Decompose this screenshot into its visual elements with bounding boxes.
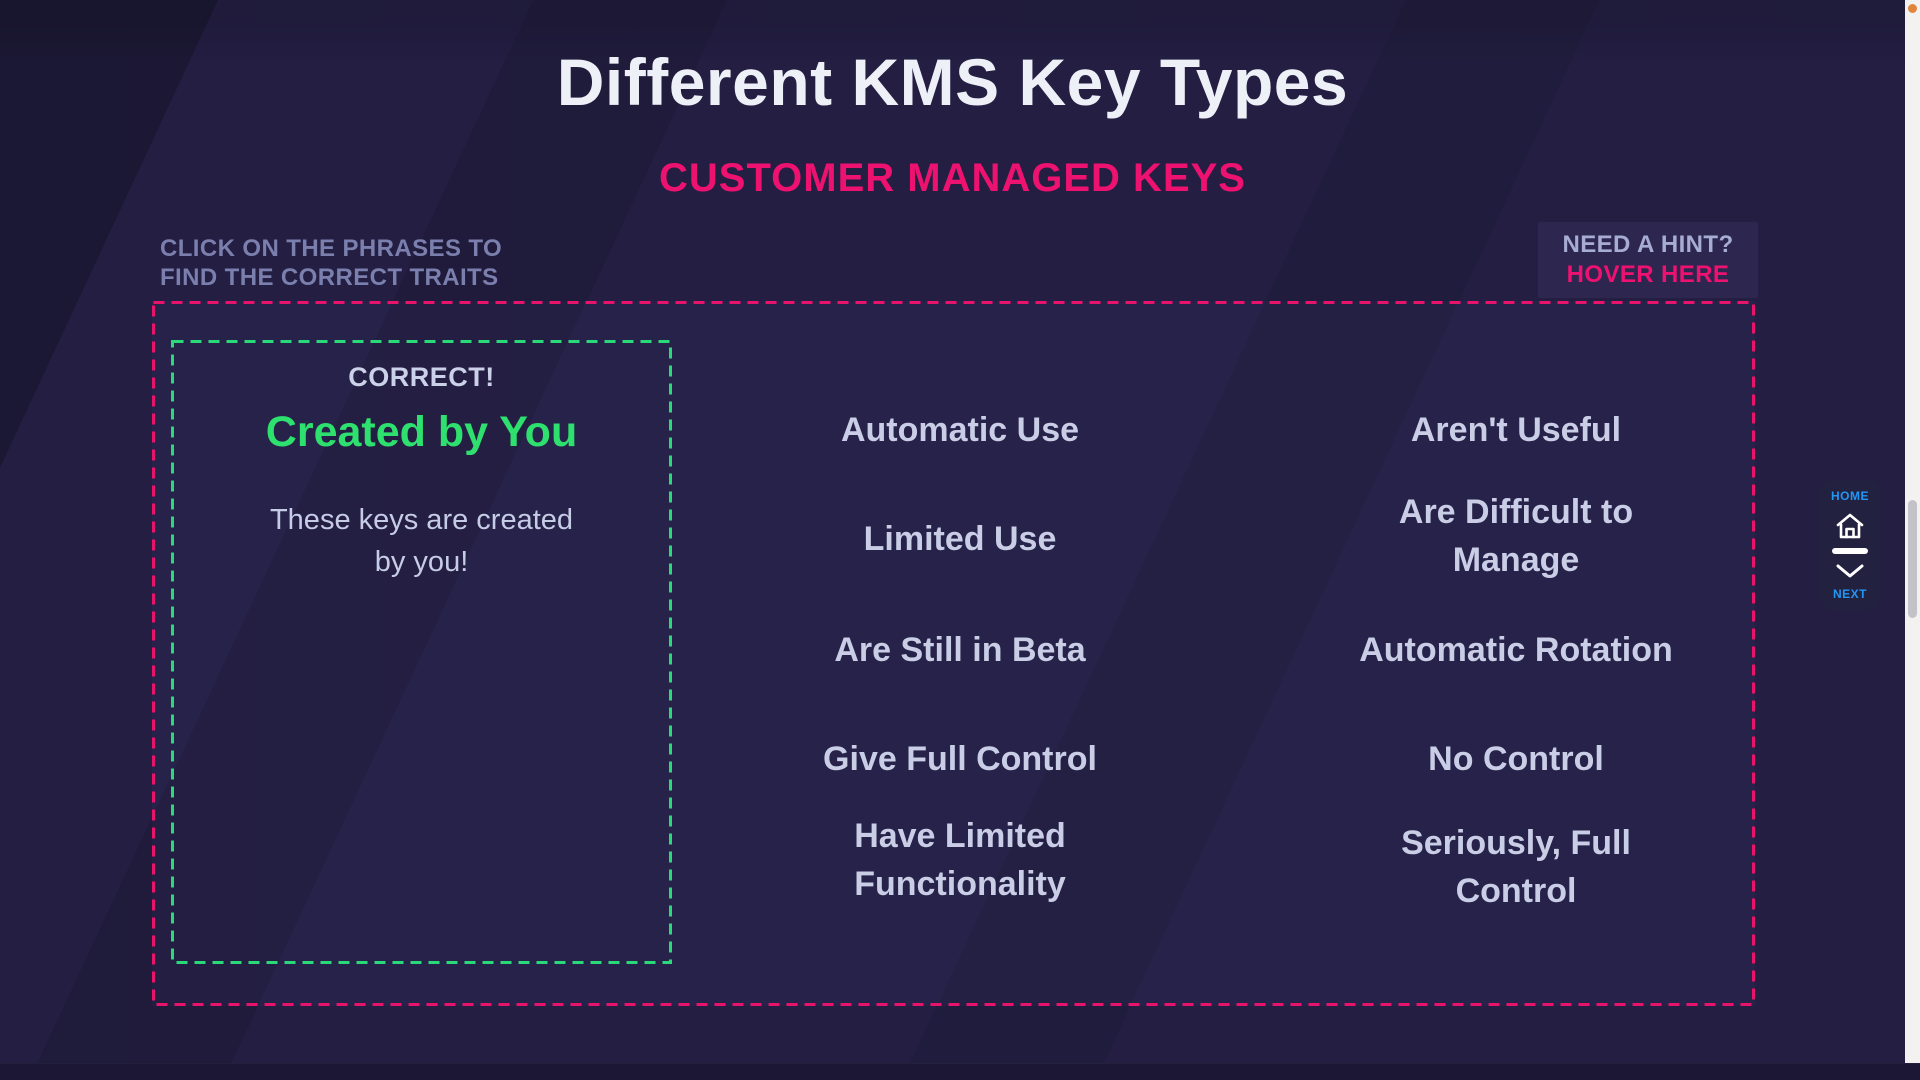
next-label[interactable]: NEXT	[1832, 587, 1867, 601]
hint-hover-area[interactable]: NEED A HINT? HOVER HERE	[1538, 222, 1758, 298]
phrase-no-control[interactable]: No Control	[1428, 740, 1604, 778]
scrollbar-thumb[interactable]	[1908, 500, 1917, 618]
bottom-edge-band	[0, 1063, 1920, 1080]
phrase-are-difficult-to-manage[interactable]: Are Difficult to Manage	[1266, 489, 1766, 584]
correct-trait-description: These keys are created by you!	[269, 504, 574, 579]
phrase-seriously-full-control[interactable]: Seriously, Full Control	[1266, 820, 1766, 915]
instructions-line-2: FIND THE CORRECT TRAITS	[160, 264, 499, 291]
correct-answer-panel: CORRECT! Created by You These keys are c…	[171, 340, 672, 964]
phrase-label: Are Difficult to Manage	[1398, 493, 1634, 579]
hint-hover-label: HOVER HERE	[1566, 261, 1730, 288]
phrase-label: Have Limited Functionality	[854, 817, 1066, 903]
phrase-give-full-control[interactable]: Give Full Control	[823, 740, 1097, 778]
page-subtitle: CUSTOMER MANAGED KEYS	[659, 156, 1246, 200]
chevron-down-icon[interactable]	[1835, 563, 1865, 579]
instructions-line-1: CLICK ON THE PHRASES TO	[160, 235, 503, 262]
correct-status-label: CORRECT!	[348, 362, 495, 392]
phrase-are-still-in-beta[interactable]: Are Still in Beta	[834, 631, 1086, 669]
home-label[interactable]: HOME	[1831, 489, 1869, 503]
side-navigation: HOME NEXT	[1819, 480, 1881, 610]
orange-dot-icon	[1908, 4, 1917, 13]
instructions-text: CLICK ON THE PHRASES TO FIND THE CORRECT…	[160, 234, 520, 292]
phrase-limited-use[interactable]: Limited Use	[863, 520, 1057, 558]
nav-divider	[1832, 548, 1868, 554]
hint-question-label: NEED A HINT?	[1562, 231, 1734, 258]
scrollbar-track[interactable]	[1905, 0, 1920, 1080]
phrase-automatic-use[interactable]: Automatic Use	[840, 411, 1080, 449]
phrase-have-limited-functionality[interactable]: Have Limited Functionality	[710, 813, 1210, 908]
phrase-label: Seriously, Full Control	[1401, 824, 1631, 910]
phrase-arent-useful[interactable]: Aren't Useful	[1410, 411, 1622, 449]
phrase-automatic-rotation[interactable]: Automatic Rotation	[1359, 631, 1673, 669]
house-icon[interactable]	[1835, 512, 1865, 540]
correct-trait-label: Created by You	[265, 408, 578, 456]
page-title: Different KMS Key Types	[556, 45, 1349, 119]
